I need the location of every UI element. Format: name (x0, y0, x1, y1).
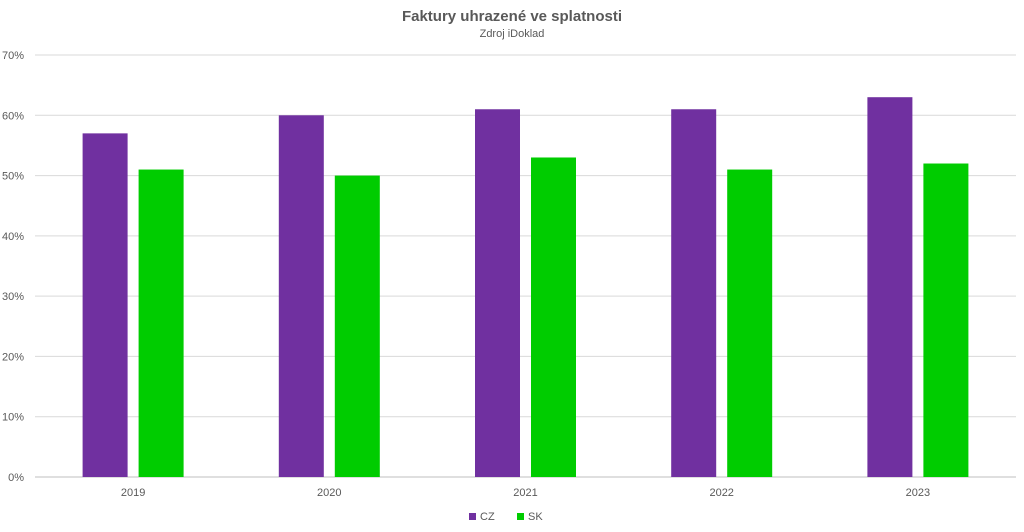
bar-cz-2020 (278, 115, 324, 478)
chart-title: Faktury uhrazené ve splatnosti (401, 8, 623, 25)
legend-label-cz: CZ (480, 511, 495, 523)
x-tick-label: 2021 (513, 487, 537, 499)
y-tick-label: 30% (2, 291, 24, 303)
legend-swatch-sk (517, 513, 524, 520)
bars (82, 97, 969, 478)
bar-sk-2023 (923, 163, 969, 477)
y-tick-label: 70% (2, 50, 24, 62)
x-tick-label: 2019 (121, 487, 145, 499)
bar-cz-2021 (475, 109, 520, 477)
bar-sk-2020 (334, 175, 380, 478)
legend-label-sk: SK (528, 511, 543, 523)
x-axis-ticks: 2019 2020 2021 2022 2023 (121, 487, 930, 499)
y-tick-label: 0% (8, 472, 24, 484)
bar-sk-2019 (138, 169, 184, 478)
x-tick-label: 2022 (709, 487, 733, 499)
y-tick-label: 10% (2, 412, 24, 424)
y-tick-label: 20% (2, 351, 24, 363)
chart-subtitle: Zdroj iDoklad (479, 28, 545, 40)
legend-swatch-cz (469, 513, 476, 520)
y-axis-ticks: 0% 10% 20% 30% 40% 50% 60% 70% (2, 50, 24, 484)
y-tick-label: 60% (2, 110, 24, 122)
gridlines (35, 54, 1016, 478)
bar-sk-2022 (727, 169, 773, 478)
bar-cz-2023 (867, 97, 913, 477)
bar-cz-2019 (82, 133, 128, 477)
bar-sk-2021 (531, 157, 576, 477)
y-tick-label: 40% (2, 231, 24, 243)
x-tick-label: 2020 (317, 487, 341, 499)
bar-cz-2022 (671, 109, 717, 477)
x-tick-label: 2023 (906, 487, 930, 499)
y-tick-label: 50% (2, 171, 24, 183)
legend: CZ SK (469, 511, 543, 523)
